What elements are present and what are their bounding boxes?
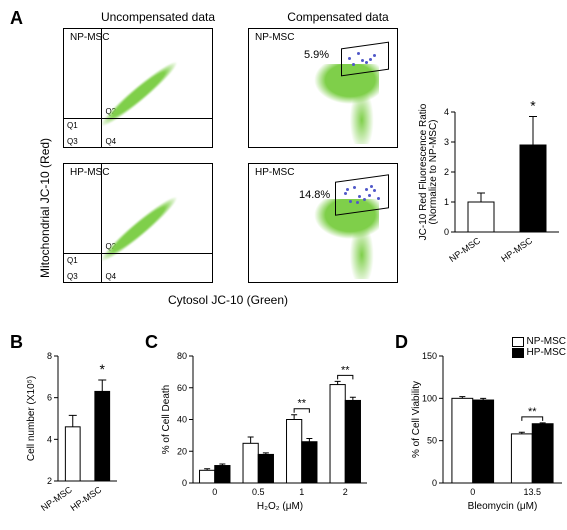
panel-a-barchart: 01234NP-MSCHP-MSC*JC-10 Red Fluorescence… — [423, 98, 563, 268]
svg-text:HP-MSC: HP-MSC — [499, 235, 534, 264]
svg-text:4: 4 — [444, 107, 449, 117]
svg-text:6: 6 — [47, 393, 52, 403]
svg-text:% of Cell Viability: % of Cell Viability — [411, 381, 422, 458]
svg-text:13.5: 13.5 — [523, 487, 541, 497]
svg-text:0: 0 — [444, 227, 449, 237]
panel-c-label: C — [145, 332, 158, 353]
panel-a-ylabel: Mitochondrial JC-10 (Red) — [38, 138, 52, 278]
svg-text:0: 0 — [212, 487, 217, 497]
svg-text:NP-MSC: NP-MSC — [447, 235, 482, 264]
panel-a-label: A — [10, 8, 23, 29]
svg-text:% of Cell Death: % of Cell Death — [161, 385, 172, 454]
svg-text:H₂O₂ (μM): H₂O₂ (μM) — [257, 501, 303, 512]
svg-text:Bleomycin (μM): Bleomycin (μM) — [468, 501, 538, 512]
scatter-main — [264, 64, 379, 144]
svg-text:Cell number (X10⁵): Cell number (X10⁵) — [26, 376, 37, 461]
svg-text:40: 40 — [177, 415, 187, 425]
gate-np — [341, 42, 389, 77]
svg-text:3: 3 — [444, 137, 449, 147]
q3b: Q3 — [67, 272, 78, 281]
panel-d-chart: 0 50 100 150 0 13.5 ** % of Cell Viability Bleom… — [411, 342, 566, 522]
facs-np-comp-pct: 5.9% — [304, 49, 329, 61]
svg-text:100: 100 — [422, 393, 437, 403]
panel-b-chart: 2 4 6 8 NP-MSCHP-MSC * Cell number (X10⁵) — [26, 342, 121, 522]
svg-text:*: * — [100, 361, 106, 377]
svg-text:150: 150 — [422, 351, 437, 361]
svg-text:80: 80 — [177, 351, 187, 361]
bottom-row: B 2 4 6 8 NP-MSCHP-MSC * Cell number (X10⁵) C … — [8, 332, 559, 522]
svg-text:NP-MSC: NP-MSC — [39, 484, 74, 513]
facs-hp-comp-title: HP-MSC — [255, 167, 294, 178]
svg-text:1: 1 — [299, 487, 304, 497]
panel-d-label: D — [395, 332, 408, 353]
facs-hp-comp-pct: 14.8% — [299, 189, 330, 201]
svg-text:0.5: 0.5 — [252, 487, 265, 497]
svg-text:*: * — [530, 98, 536, 114]
panel-a-xlabel: Cytosol JC-10 (Green) — [128, 293, 328, 307]
panel-b: B 2 4 6 8 NP-MSCHP-MSC * Cell number (X10⁵) — [8, 332, 118, 517]
svg-text:HP-MSC: HP-MSC — [69, 484, 104, 513]
facs-np-uncomp-title: NP-MSC — [70, 32, 109, 43]
svg-text:60: 60 — [177, 383, 187, 393]
facs-np-comp: NP-MSC 5.9% — [248, 28, 398, 148]
svg-text:50: 50 — [427, 436, 437, 446]
svg-text:8: 8 — [47, 351, 52, 361]
svg-text:JC-10 Red Fluorescence Ratio(N: JC-10 Red Fluorescence Ratio(Normalize t… — [418, 103, 439, 240]
svg-text:0: 0 — [182, 478, 187, 488]
q3: Q3 — [67, 137, 78, 146]
facs-hp-uncomp: HP-MSC Q1 Q2 Q3 Q4 — [63, 163, 213, 283]
svg-text:**: ** — [528, 406, 537, 418]
svg-text:1: 1 — [444, 197, 449, 207]
svg-text:2: 2 — [444, 167, 449, 177]
svg-text:4: 4 — [47, 434, 52, 444]
svg-text:20: 20 — [177, 446, 187, 456]
svg-text:0: 0 — [470, 487, 475, 497]
svg-text:0: 0 — [432, 478, 437, 488]
facs-hp-uncomp-title: HP-MSC — [70, 167, 109, 178]
panel-c-chart: 0 20 40 60 80 0 0.5 1 2 ** ** % of Cell Death H₂O₂ (… — [161, 342, 371, 522]
svg-text:**: ** — [297, 398, 306, 410]
panel-b-label: B — [10, 332, 23, 353]
panel-c: C 0 20 40 60 80 0 0.5 1 2 ** ** % of Cell Death H₂O₂… — [143, 332, 373, 517]
facs-hp-comp: HP-MSC 14.8% — [248, 163, 398, 283]
facs-np-comp-title: NP-MSC — [255, 32, 294, 43]
svg-text:**: ** — [341, 364, 350, 376]
svg-text:2: 2 — [343, 487, 348, 497]
panel-d: D NP-MSC HP-MSC 050100150013.5**% of Cel… — [393, 332, 567, 517]
panel-a: A Uncompensated data Compensated data Mi… — [8, 8, 559, 328]
col-header-comp: Compensated data — [258, 10, 418, 24]
facs-np-uncomp: NP-MSC Q1 Q2 Q3 Q4 — [63, 28, 213, 148]
svg-text:2: 2 — [47, 476, 52, 486]
